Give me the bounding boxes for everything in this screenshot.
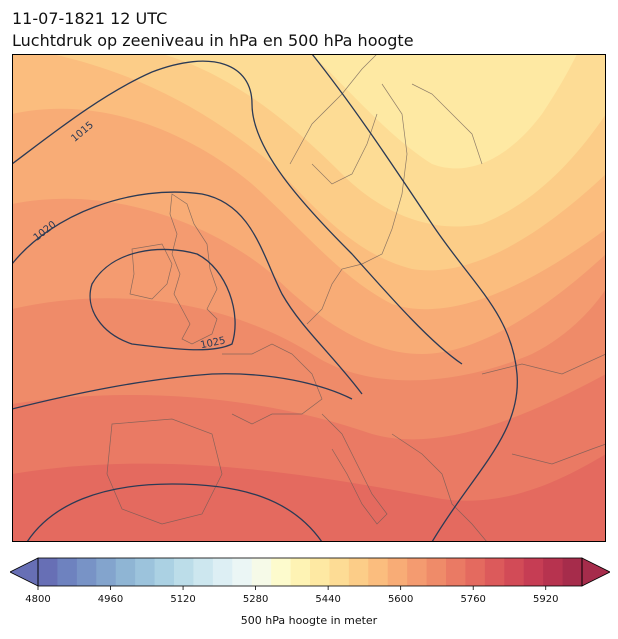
colorbar-extend-max: [581, 557, 610, 587]
map-datetime: 11-07-1821 12 UTC: [12, 9, 168, 28]
colorbar-swatch: [96, 558, 117, 586]
isobar-east: [311, 54, 518, 542]
colorbar-swatch: [57, 558, 78, 586]
map-frame: [12, 54, 606, 542]
isobar-south: [26, 483, 323, 542]
colorbar-swatch: [484, 558, 505, 586]
colorbar-swatch: [562, 558, 583, 586]
colorbar-tick-label: 4800: [25, 594, 50, 605]
colorbar-swatch: [310, 558, 330, 586]
colorbar-tick-label: 5440: [315, 594, 340, 605]
colorbar-frame: [37, 557, 583, 587]
colorbar-swatch: [368, 558, 389, 586]
colorbar-swatch: [232, 558, 253, 586]
colorbar-swatch: [251, 558, 272, 586]
colorbar-swatch: [329, 558, 350, 586]
colorbar-swatch: [504, 558, 525, 586]
colorbar-swatch: [76, 558, 97, 586]
height-band: [312, 54, 577, 169]
colorbar-swatch: [290, 558, 311, 586]
colorbar-extend-min: [10, 557, 39, 587]
colorbar-swatch: [387, 558, 408, 586]
colorbar-tick-label: 5120: [170, 594, 195, 605]
coastline: [481, 353, 606, 375]
isobar-1025: [12, 373, 353, 410]
colorbar-swatch: [271, 558, 292, 586]
coastline: [391, 433, 488, 542]
colorbar-tick-label: 5920: [533, 594, 558, 605]
map-title: Luchtdruk op zeeniveau in hPa en 500 hPa…: [12, 31, 414, 50]
isobar-1025-closed: [89, 248, 236, 351]
coastline: [306, 83, 408, 325]
colorbar-swatch: [212, 558, 233, 586]
isobar-1015: [12, 60, 463, 365]
colorbar-swatch: [446, 558, 466, 586]
colorbar-tick-label: 5600: [388, 594, 413, 605]
colorbar-swatch: [523, 558, 544, 586]
isobar-1020: [12, 191, 363, 395]
colorbar-tick-label: 5280: [243, 594, 268, 605]
isobar-label: 1025: [199, 335, 226, 351]
colorbar-swatch: [154, 558, 175, 586]
colorbar-swatch: [543, 558, 564, 586]
coastline: [106, 418, 223, 525]
colorbar-tick-label: 4960: [98, 594, 123, 605]
coastline: [222, 343, 323, 425]
colorbar-swatch: [174, 558, 194, 586]
colorbar-swatch: [135, 558, 156, 586]
coastline: [169, 193, 218, 345]
colorbar-swatch: [115, 558, 136, 586]
colorbar-swatch: [407, 558, 428, 586]
colorbar-swatch: [348, 558, 369, 586]
colorbar-tick-label: 5760: [460, 594, 485, 605]
weather-map: 1015 1020 1025: [12, 54, 606, 542]
colorbar: 4800 4960 5120 5280 5440 5600 5760 5920: [10, 557, 610, 605]
colorbar-swatch: [465, 558, 486, 586]
coastline: [411, 83, 483, 165]
colorbar-swatch: [193, 558, 214, 586]
coastline: [511, 443, 606, 465]
coastline: [321, 413, 388, 525]
coastline: [129, 243, 173, 300]
colorbar-label: 500 hPa hoogte in meter: [240, 614, 378, 627]
colorbar-swatch: [426, 558, 447, 586]
colorbar-swatch: [38, 558, 58, 586]
